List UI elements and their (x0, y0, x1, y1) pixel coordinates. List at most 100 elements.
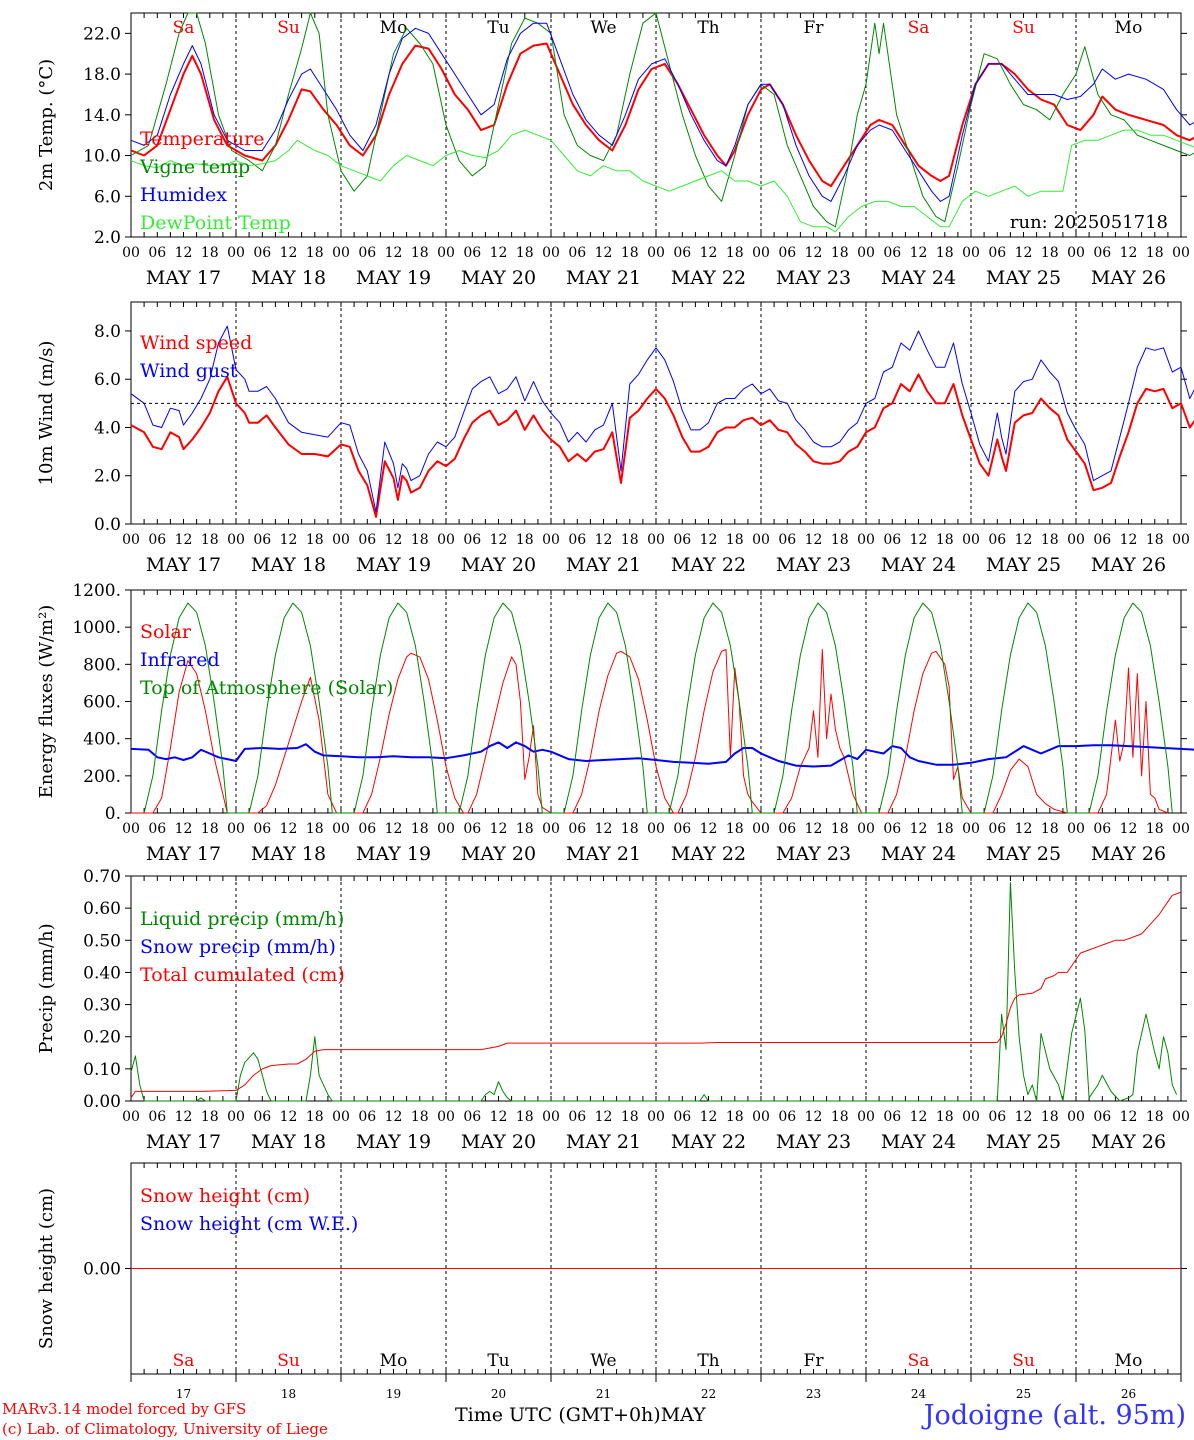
hour-tick-label: 00 (647, 245, 665, 261)
day-of-week-label: Sa (908, 1351, 930, 1371)
hour-tick-label: 06 (883, 1109, 901, 1125)
date-label: MAY 20 (461, 843, 536, 865)
date-label: MAY 17 (146, 267, 221, 289)
hour-tick-label: 06 (148, 532, 166, 548)
hour-tick-label: 06 (253, 245, 271, 261)
hour-tick-label: 18 (936, 1109, 954, 1125)
hour-tick-label: 18 (1041, 245, 1059, 261)
y-axis-label: 10m Wind (m/s) (36, 341, 57, 486)
series-line (130, 881, 1178, 1102)
hour-tick-label: 00 (332, 245, 350, 261)
hour-tick-label: 12 (385, 532, 403, 548)
day-number-label: 20 (491, 1387, 506, 1401)
station-name: Jodoigne (alt. 95m) (923, 1400, 1186, 1431)
hour-tick-label: 18 (201, 821, 219, 837)
hour-tick-label: 06 (1093, 532, 1111, 548)
hour-tick-label: 06 (673, 1109, 691, 1125)
legend-entry: Wind gust (140, 360, 238, 382)
hour-tick-label: 18 (411, 532, 429, 548)
hour-tick-label: 00 (1172, 245, 1190, 261)
hour-tick-label: 18 (621, 245, 639, 261)
hour-tick-label: 00 (1067, 532, 1085, 548)
y-tick-label: 22.0 (83, 24, 121, 44)
y-tick-label: 0.50 (83, 931, 121, 951)
day-number-label: 24 (911, 1387, 927, 1401)
day-of-week-label: Fr (804, 1351, 825, 1371)
y-tick-label: 6.0 (94, 370, 121, 390)
day-number-label: 19 (386, 1387, 401, 1401)
hour-tick-label: 12 (1120, 532, 1138, 548)
day-of-week-label: Sa (908, 18, 930, 38)
date-label: MAY 18 (251, 554, 326, 576)
hour-tick-label: 12 (595, 821, 613, 837)
y-tick-label: 14.0 (83, 106, 121, 126)
hour-tick-label: 18 (1146, 245, 1164, 261)
hour-tick-label: 00 (752, 1109, 770, 1125)
hour-tick-label: 18 (1041, 821, 1059, 837)
hour-tick-label: 12 (1015, 245, 1033, 261)
day-number-label: 18 (281, 1387, 296, 1401)
hour-tick-label: 18 (831, 245, 849, 261)
date-label: MAY 23 (776, 1131, 851, 1153)
hour-tick-label: 18 (516, 532, 534, 548)
day-of-week-label: Fr (804, 18, 825, 38)
hour-tick-label: 12 (175, 821, 193, 837)
minor-ticks (130, 13, 1182, 237)
hour-tick-label: 00 (857, 1109, 875, 1125)
hour-tick-label: 12 (1015, 1109, 1033, 1125)
hour-tick-label: 06 (358, 1109, 376, 1125)
date-label: MAY 24 (881, 554, 956, 576)
hour-tick-label: 12 (385, 1109, 403, 1125)
hour-tick-label: 06 (568, 821, 586, 837)
day-of-week-label: Th (697, 18, 719, 38)
hour-tick-label: 18 (726, 532, 744, 548)
hour-tick-label: 12 (805, 821, 823, 837)
hour-tick-label: 12 (490, 1109, 508, 1125)
hour-tick-label: 12 (490, 532, 508, 548)
hour-tick-label: 12 (700, 821, 718, 837)
hour-tick-label: 06 (1093, 821, 1111, 837)
hour-tick-label: 00 (332, 532, 350, 548)
hour-tick-label: 12 (280, 821, 298, 837)
y-tick-label: 1000. (72, 618, 121, 638)
hour-tick-label: 00 (332, 821, 350, 837)
day-number-label: 17 (176, 1387, 191, 1401)
hour-tick-label: 12 (385, 245, 403, 261)
hour-tick-label: 18 (201, 245, 219, 261)
hour-tick-label: 06 (148, 1109, 166, 1125)
hour-tick-label: 00 (122, 1109, 140, 1125)
hour-tick-label: 06 (463, 532, 481, 548)
hour-tick-label: 06 (1093, 245, 1111, 261)
legend-entry: Vigne temp (139, 156, 250, 178)
hour-tick-label: 18 (1146, 821, 1164, 837)
hour-tick-label: 12 (700, 532, 718, 548)
hour-tick-label: 00 (1067, 245, 1085, 261)
hour-tick-label: 06 (778, 245, 796, 261)
y-tick-label: 8.0 (94, 322, 121, 342)
hour-tick-label: 18 (936, 532, 954, 548)
y-tick-label: 0.30 (83, 996, 121, 1016)
hour-tick-label: 12 (280, 245, 298, 261)
hour-tick-label: 00 (122, 821, 140, 837)
series-line (131, 649, 1169, 814)
hour-tick-label: 06 (673, 532, 691, 548)
hour-tick-label: 12 (595, 532, 613, 548)
hour-tick-label: 00 (1172, 532, 1190, 548)
hour-tick-label: 00 (752, 532, 770, 548)
hour-tick-label: 06 (568, 245, 586, 261)
hour-tick-label: 12 (175, 1109, 193, 1125)
legend-entry: Top of Atmosphere (Solar) (140, 677, 393, 699)
hour-tick-label: 00 (227, 532, 245, 548)
hour-tick-label: 00 (437, 245, 455, 261)
hour-tick-label: 06 (358, 821, 376, 837)
date-label: MAY 19 (356, 1131, 431, 1153)
x-axis-title: Time UTC (GMT+0h)MAY (455, 1404, 706, 1426)
day-number-label: 25 (1016, 1387, 1031, 1401)
y-tick-label: 600. (83, 693, 121, 713)
date-label: MAY 22 (671, 1131, 746, 1153)
hour-tick-label: 06 (253, 1109, 271, 1125)
hour-tick-label: 06 (568, 1109, 586, 1125)
hour-tick-label: 00 (962, 532, 980, 548)
panel-frame (130, 12, 1182, 238)
hour-tick-label: 06 (253, 821, 271, 837)
